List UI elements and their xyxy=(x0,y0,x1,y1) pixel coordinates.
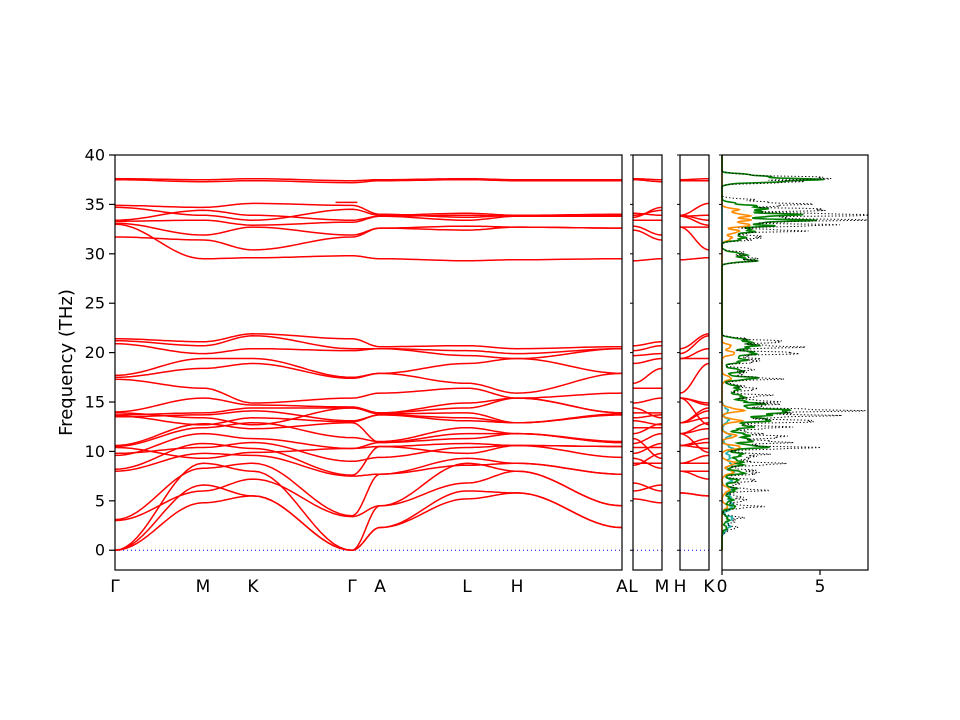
y-tick-label: 35 xyxy=(85,195,105,214)
kpoint-label: H xyxy=(674,577,687,597)
phonon-band xyxy=(115,178,622,184)
y-tick-label: 5 xyxy=(95,491,105,510)
kpoint-label: L xyxy=(462,577,472,597)
y-tick-label: 0 xyxy=(95,541,105,560)
phonon-band xyxy=(679,226,710,251)
kpoint-label: M xyxy=(196,577,211,597)
phonon-band xyxy=(679,333,710,350)
phonon-band xyxy=(114,223,622,262)
y-tick-label: 20 xyxy=(85,343,105,362)
kpoint-label: K xyxy=(247,577,259,597)
phonon-band xyxy=(679,335,710,355)
phonon-band xyxy=(115,202,622,218)
y-tick-label: 10 xyxy=(85,442,105,461)
phonon-band xyxy=(632,452,663,467)
phonon-band xyxy=(114,209,622,221)
phonon-band xyxy=(114,484,623,551)
phonon-band xyxy=(114,470,623,522)
phonon-band xyxy=(680,347,710,360)
phonon-band xyxy=(114,397,623,414)
dos-panel-frame xyxy=(721,154,869,571)
phonon-band xyxy=(632,432,663,445)
phonon-band xyxy=(679,432,710,454)
phonon-band xyxy=(632,484,663,492)
phonon-band xyxy=(679,397,710,426)
phonon-bands-main xyxy=(114,177,623,551)
phonon-band xyxy=(114,362,623,394)
kpoint-label: Γ xyxy=(110,577,120,597)
phonon-band xyxy=(679,454,710,465)
dos-curves xyxy=(721,155,868,551)
phonon-band xyxy=(633,178,662,183)
partial-dos-green xyxy=(721,155,825,551)
phonon-bands-lm xyxy=(632,177,663,504)
phonon-band xyxy=(632,225,662,236)
phonon-band xyxy=(114,378,623,404)
phonon-band xyxy=(680,177,709,181)
y-axis-label: Frequency (THz) xyxy=(56,289,77,436)
kpoint-label: M xyxy=(655,577,670,597)
phonon-band xyxy=(679,422,710,435)
phonon-bands-hk xyxy=(679,177,710,497)
phonon-band xyxy=(633,420,663,426)
phonon-band xyxy=(680,441,710,447)
phonon-band xyxy=(632,482,663,492)
phonon-band xyxy=(114,441,623,463)
phonon-band xyxy=(633,258,662,262)
phonon-band xyxy=(633,212,662,217)
phonon-band xyxy=(680,214,709,221)
dos-x-tick-label: 0 xyxy=(717,577,728,597)
phonon-band xyxy=(114,422,622,448)
phonon-band xyxy=(115,335,622,355)
phonon-band xyxy=(679,202,710,217)
phonon-band xyxy=(632,437,663,460)
phonon-band xyxy=(114,452,623,477)
phonon-band xyxy=(633,341,662,347)
phonon-band xyxy=(680,397,709,404)
kpoint-label: Γ xyxy=(347,577,357,597)
y-tick-label: 25 xyxy=(85,294,105,313)
kpoint-label: K xyxy=(703,577,715,597)
phonon-band xyxy=(679,407,710,424)
y-axis: 0 5 10 15 20 25 30 35 40 xyxy=(85,146,722,560)
phonon-band xyxy=(115,333,622,350)
total-dos xyxy=(721,155,868,551)
hk-panel-frame xyxy=(679,154,710,571)
phonon-band xyxy=(633,206,663,218)
y-tick-label: 30 xyxy=(85,244,105,263)
y-tick-label: 15 xyxy=(85,393,105,412)
phonon-band xyxy=(115,177,622,182)
phonon-band xyxy=(632,357,663,365)
phonon-band xyxy=(680,257,709,261)
main-panel-frame xyxy=(114,154,623,571)
phonon-band xyxy=(679,492,709,497)
phonon-band xyxy=(679,362,710,394)
phonon-band xyxy=(633,498,662,504)
phonon-band xyxy=(114,222,622,236)
phonon-band xyxy=(633,352,662,357)
phonon-band xyxy=(114,462,623,551)
partial-dos-orange xyxy=(721,155,754,551)
lm-panel-frame xyxy=(632,154,663,571)
y-tick-label: 40 xyxy=(85,146,105,165)
phonon-band xyxy=(632,229,663,241)
phonon-band xyxy=(114,342,623,360)
phonon-band xyxy=(633,344,662,352)
phonon-band xyxy=(632,457,663,469)
dos-x-tick-label: 5 xyxy=(815,577,826,597)
kpoint-label: L xyxy=(628,577,638,597)
phonon-band xyxy=(633,177,662,181)
phonon-band xyxy=(633,407,663,419)
phonon-band xyxy=(633,414,662,419)
phonon-band xyxy=(679,470,710,480)
phonon-band xyxy=(633,397,662,404)
kpoint-label: A xyxy=(616,577,628,597)
kpoint-label: A xyxy=(374,577,386,597)
kpoint-label: H xyxy=(511,577,524,597)
phonon-band xyxy=(114,357,623,379)
phonon-band xyxy=(632,367,663,385)
